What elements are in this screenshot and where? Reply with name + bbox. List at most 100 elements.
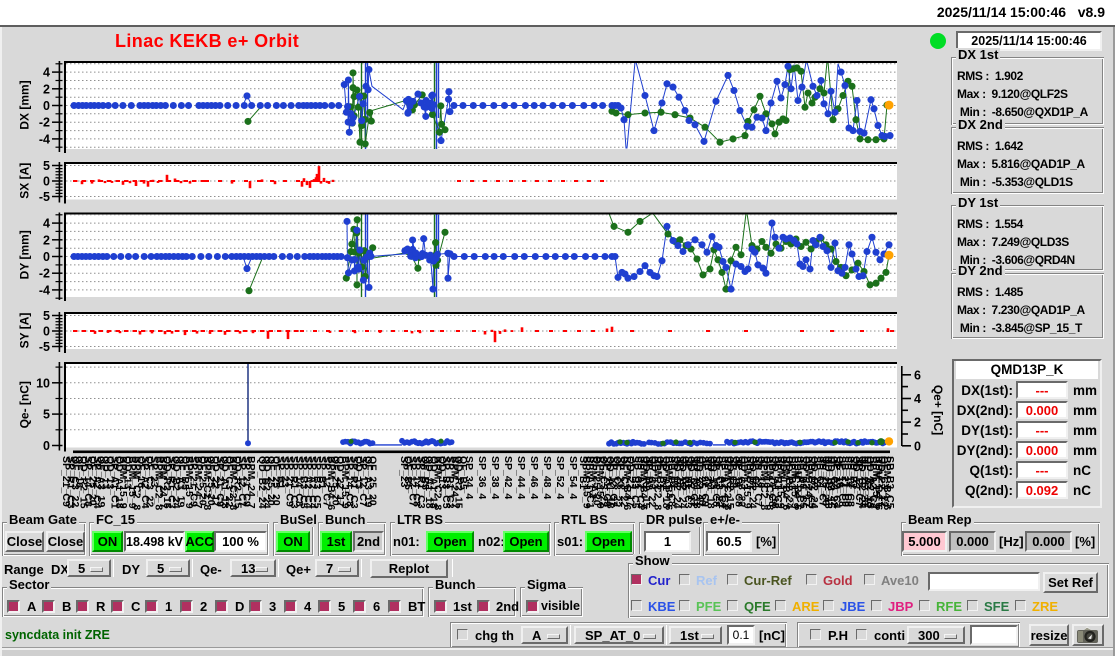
svg-text:QD_R2_15: QD_R2_15 <box>864 456 876 509</box>
svg-text:0: 0 <box>43 439 50 453</box>
svg-text:SP_23: SP_23 <box>398 456 410 488</box>
svg-text:-5: -5 <box>39 190 50 204</box>
svg-text:BPM_15_9: BPM_15_9 <box>183 456 195 509</box>
svg-text:SP_21_C9: SP_21_C9 <box>60 456 72 507</box>
svg-text:BPM_C2_8: BPM_C2_8 <box>201 456 213 510</box>
svg-text:QF_C3_22: QF_C3_22 <box>878 456 890 508</box>
svg-text:QF_25_20: QF_25_20 <box>696 456 708 506</box>
svg-text:QD_13: QD_13 <box>100 456 112 489</box>
svg-text:QD_R2_15: QD_R2_15 <box>232 456 244 509</box>
svg-text:SP_14_C8: SP_14_C8 <box>842 456 854 507</box>
svg-text:10: 10 <box>36 376 50 390</box>
svg-text:SP_R1_C3: SP_R1_C3 <box>166 456 178 509</box>
svg-text:BPM_B4_6: BPM_B4_6 <box>873 456 885 510</box>
svg-text:QD_R2_15: QD_R2_15 <box>78 456 90 509</box>
svg-text:QF_C3_22: QF_C3_22 <box>611 456 623 508</box>
svg-text:QF_16: QF_16 <box>761 456 773 488</box>
svg-text:BPM_B4_6: BPM_B4_6 <box>663 456 675 510</box>
svg-text:QD_A1_18: QD_A1_18 <box>660 456 672 509</box>
svg-text:SP_R1_C3: SP_R1_C3 <box>348 456 360 509</box>
svg-text:BPM_B4_6: BPM_B4_6 <box>881 456 893 510</box>
svg-text:QF_C3_22: QF_C3_22 <box>144 456 156 508</box>
svg-text:SP_12_C7: SP_12_C7 <box>357 456 369 507</box>
svg-text:SP_21_C9: SP_21_C9 <box>699 456 711 507</box>
svg-text:0: 0 <box>914 439 921 453</box>
svg-text:SP_23: SP_23 <box>614 456 626 488</box>
svg-text:SP_B3_C5: SP_B3_C5 <box>311 456 323 509</box>
svg-text:SP_34_4: SP_34_4 <box>463 456 475 499</box>
svg-text:SP_C1: SP_C1 <box>727 456 739 489</box>
svg-text:SP_B3_C5: SP_B3_C5 <box>805 456 817 509</box>
svg-text:QD_13: QD_13 <box>104 456 116 489</box>
svg-text:SP_23: SP_23 <box>674 456 686 488</box>
svg-text:0: 0 <box>43 325 50 339</box>
svg-text:2: 2 <box>914 416 921 430</box>
svg-text:BPM_A2: BPM_A2 <box>587 456 599 499</box>
svg-text:DY [mm]: DY [mm] <box>18 230 32 279</box>
svg-text:SP_14_C8: SP_14_C8 <box>82 456 94 507</box>
svg-text:SP_38_4: SP_38_4 <box>489 456 501 499</box>
svg-text:BPM_C2_8: BPM_C2_8 <box>130 456 142 510</box>
svg-text:0: 0 <box>43 175 50 189</box>
svg-text:BPM_24_7: BPM_24_7 <box>245 456 257 509</box>
svg-text:QD_13: QD_13 <box>707 456 719 489</box>
svg-text:SP_23: SP_23 <box>279 456 291 488</box>
svg-text:QD_22_17: QD_22_17 <box>334 456 346 507</box>
svg-text:QD_A1_18: QD_A1_18 <box>769 456 781 509</box>
svg-text:BPM_C2_8: BPM_C2_8 <box>758 456 770 510</box>
svg-text:QD_13: QD_13 <box>850 456 862 489</box>
svg-text:SP_A1_C1: SP_A1_C1 <box>794 456 806 509</box>
svg-text:SP_A1_C1: SP_A1_C1 <box>584 456 596 509</box>
svg-text:SP_A1_C1: SP_A1_C1 <box>108 456 120 509</box>
svg-text:QF_B5: QF_B5 <box>419 456 431 490</box>
svg-text:QF_25_20: QF_25_20 <box>205 456 217 506</box>
svg-text:SP_A2_C4: SP_A2_C4 <box>139 456 151 509</box>
svg-text:SP_52_4: SP_52_4 <box>554 456 566 499</box>
svg-text:SP_R1_C3: SP_R1_C3 <box>772 456 784 509</box>
svg-text:-5: -5 <box>39 340 50 354</box>
svg-text:SP_A2_C4: SP_A2_C4 <box>831 456 843 509</box>
svg-text:BPM_15_9: BPM_15_9 <box>339 456 351 509</box>
svg-text:4: 4 <box>43 217 50 231</box>
svg-text:SP_R1_C3: SP_R1_C3 <box>444 456 456 509</box>
svg-text:QD_R2_15: QD_R2_15 <box>822 456 834 509</box>
svg-text:SP_14_C8: SP_14_C8 <box>293 456 305 507</box>
svg-text:QD_A1_18: QD_A1_18 <box>423 456 435 509</box>
svg-text:QD_22_17: QD_22_17 <box>875 456 887 507</box>
svg-text:QD_B2_24: QD_B2_24 <box>261 456 273 509</box>
svg-text:QD_B2_24: QD_B2_24 <box>783 456 795 509</box>
svg-text:SP_36_4: SP_36_4 <box>476 456 488 499</box>
svg-text:0: 0 <box>43 99 50 113</box>
svg-text:SP_12_C7: SP_12_C7 <box>236 456 248 507</box>
svg-text:SP_23: SP_23 <box>811 456 823 488</box>
svg-text:QD_22_17: QD_22_17 <box>210 456 222 507</box>
svg-text:QF_25_20: QF_25_20 <box>819 456 831 506</box>
svg-text:SY [A]: SY [A] <box>18 313 32 349</box>
svg-text:QF_16: QF_16 <box>73 456 85 488</box>
svg-text:SP_R1_C3: SP_R1_C3 <box>415 456 427 509</box>
svg-text:-2: -2 <box>39 267 50 281</box>
svg-text:QD_B2_24: QD_B2_24 <box>677 456 689 509</box>
svg-text:BPM_15_9: BPM_15_9 <box>126 456 138 509</box>
svg-text:SP_A2_C4: SP_A2_C4 <box>91 456 103 509</box>
svg-text:SP_12_C7: SP_12_C7 <box>817 456 829 507</box>
svg-text:QD_B2_24: QD_B2_24 <box>671 456 683 509</box>
svg-text:QF_16: QF_16 <box>755 456 767 488</box>
svg-text:QD_13: QD_13 <box>436 456 448 489</box>
svg-text:QD_13: QD_13 <box>122 456 134 489</box>
svg-text:SP_A2_C4: SP_A2_C4 <box>867 456 879 509</box>
svg-text:QD_13: QD_13 <box>353 456 365 489</box>
svg-text:SP_B3_C5: SP_B3_C5 <box>629 456 641 509</box>
svg-text:SP_21_C9: SP_21_C9 <box>839 456 851 507</box>
svg-text:QD_B2_24: QD_B2_24 <box>808 456 820 509</box>
svg-text:BPM_B4_6: BPM_B4_6 <box>621 456 633 510</box>
svg-text:SP_21_C9: SP_21_C9 <box>601 456 613 507</box>
svg-text:SP_A2_C4: SP_A2_C4 <box>719 456 731 509</box>
svg-text:BPM_24_7: BPM_24_7 <box>157 456 169 509</box>
svg-text:BPM_C2_8: BPM_C2_8 <box>651 456 663 510</box>
svg-text:SP_12_C7: SP_12_C7 <box>320 456 332 507</box>
svg-text:QD_22_17: QD_22_17 <box>625 456 637 507</box>
svg-text:SP_B1: SP_B1 <box>786 456 798 489</box>
svg-text:BPM_B4_6: BPM_B4_6 <box>791 456 803 510</box>
svg-text:-4: -4 <box>39 283 50 297</box>
